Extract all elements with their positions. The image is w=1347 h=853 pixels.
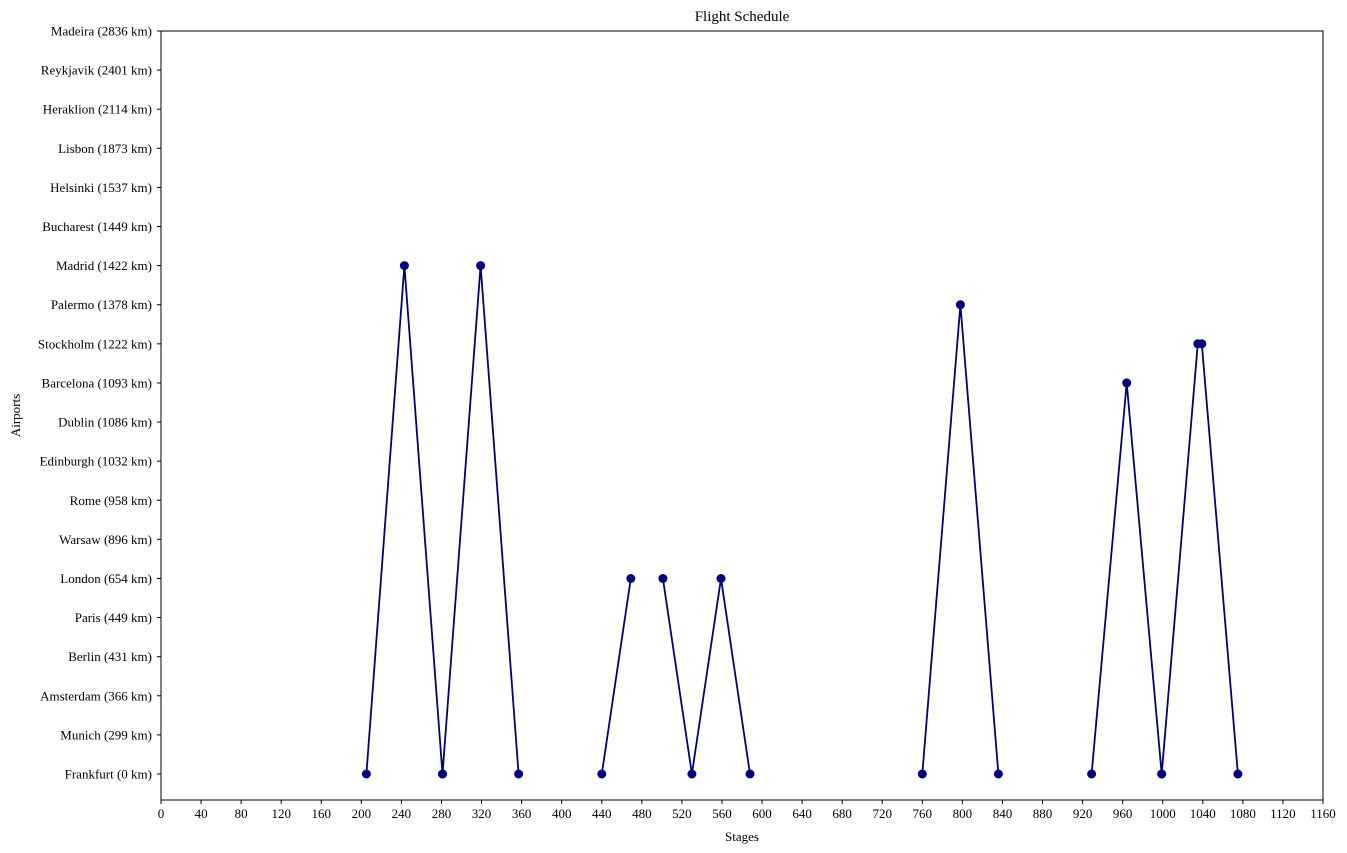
- x-tick-label: 160: [312, 806, 332, 821]
- y-tick-label: Lisbon (1873 km): [58, 141, 152, 156]
- flight-point: [1233, 769, 1243, 779]
- y-tick-label: Amsterdam (366 km): [40, 688, 152, 703]
- x-tick-label: 960: [1113, 806, 1133, 821]
- x-tick-label: 440: [592, 806, 612, 821]
- x-tick-label: 200: [352, 806, 372, 821]
- y-tick-label: Berlin (431 km): [68, 649, 152, 664]
- flight-point: [514, 769, 524, 779]
- flight-point: [687, 769, 697, 779]
- y-axis: Frankfurt (0 km) Munich (299 km) Amsterdam…: [38, 24, 161, 782]
- flight-point: [597, 769, 607, 779]
- flight-point: [399, 261, 409, 271]
- y-tick-label: Madeira (2836 km): [51, 24, 152, 39]
- flight-point: [1157, 769, 1167, 779]
- flight-point: [1087, 769, 1097, 779]
- series-flight-schedule: [361, 261, 1243, 779]
- flight-point: [716, 574, 726, 583]
- x-tick-label: 400: [552, 806, 572, 821]
- x-tick-label: 480: [632, 806, 652, 821]
- x-tick-label: 1080: [1230, 806, 1256, 821]
- flight-point: [658, 574, 668, 583]
- plot-area-frame: [160, 30, 1324, 801]
- flight-point: [955, 300, 965, 310]
- y-tick-label: Rome (958 km): [70, 493, 152, 508]
- y-tick-label: Munich (299 km): [60, 727, 152, 742]
- flight-point: [1197, 339, 1207, 349]
- flight-point: [626, 574, 636, 583]
- x-tick-label: 1120: [1270, 806, 1296, 821]
- x-axis: 0 40 80 120 160 200 240 280 320 360 400 440 480 520 56…: [158, 800, 1336, 821]
- y-tick-label: Warsaw (896 km): [59, 532, 152, 547]
- y-tick-label: Helsinki (1537 km): [50, 180, 152, 195]
- x-tick-label: 240: [392, 806, 412, 821]
- flight-point: [361, 769, 371, 779]
- y-tick-label: Barcelona (1093 km): [42, 375, 152, 390]
- x-tick-label: 760: [913, 806, 933, 821]
- flight-point: [438, 769, 447, 779]
- x-tick-label: 640: [792, 806, 812, 821]
- x-tick-label: 720: [872, 806, 892, 821]
- y-tick-label: Frankfurt (0 km): [65, 767, 152, 782]
- y-tick-label: Heraklion (2114 km): [43, 102, 152, 117]
- x-tick-label: 680: [832, 806, 852, 821]
- x-tick-label: 840: [993, 806, 1013, 821]
- flight-line: [1090, 381, 1163, 775]
- flight-point: [745, 769, 755, 779]
- x-tick-label: 920: [1073, 806, 1093, 821]
- y-tick-label: Madrid (1422 km): [56, 258, 152, 273]
- y-tick-label: Dublin (1086 km): [58, 415, 152, 430]
- x-tick-label: 880: [1033, 806, 1053, 821]
- x-axis-title: Stages: [725, 829, 759, 844]
- flight-line: [600, 578, 632, 775]
- x-tick-label: 280: [432, 806, 452, 821]
- y-tick-label: London (654 km): [60, 571, 152, 586]
- x-tick-label: 120: [271, 806, 291, 821]
- flight-line: [441, 264, 520, 775]
- flight-point: [1122, 378, 1132, 388]
- y-tick-label: Reykjavik (2401 km): [41, 63, 152, 78]
- x-tick-label: 600: [752, 806, 772, 821]
- flight-line: [1200, 343, 1239, 775]
- x-tick-label: 1160: [1310, 806, 1336, 821]
- flight-line: [1160, 343, 1199, 775]
- x-tick-label: 0: [158, 806, 165, 821]
- x-tick-label: 320: [472, 806, 492, 821]
- x-tick-label: 1040: [1190, 806, 1216, 821]
- x-tick-label: 560: [712, 806, 732, 821]
- flight-line: [365, 264, 444, 775]
- x-tick-label: 80: [235, 806, 248, 821]
- flight-point: [993, 769, 1003, 779]
- x-tick-label: 800: [953, 806, 973, 821]
- x-tick-label: 40: [195, 806, 208, 821]
- y-tick-label: Paris (449 km): [75, 610, 152, 625]
- x-tick-label: 520: [672, 806, 692, 821]
- flight-line: [662, 577, 751, 775]
- y-tick-label: Palermo (1378 km): [51, 297, 152, 312]
- flight-line: [921, 303, 1000, 775]
- x-tick-label: 360: [512, 806, 532, 821]
- y-tick-label: Bucharest (1449 km): [42, 219, 152, 234]
- y-axis-title: Airports: [8, 394, 23, 437]
- flight-point: [917, 769, 927, 779]
- flight-point: [476, 261, 486, 271]
- y-tick-label: Edinburgh (1032 km): [40, 454, 152, 469]
- y-tick-label: Stockholm (1222 km): [38, 336, 152, 351]
- x-tick-label: 1000: [1150, 806, 1176, 821]
- chart-title: Flight Schedule: [695, 9, 790, 25]
